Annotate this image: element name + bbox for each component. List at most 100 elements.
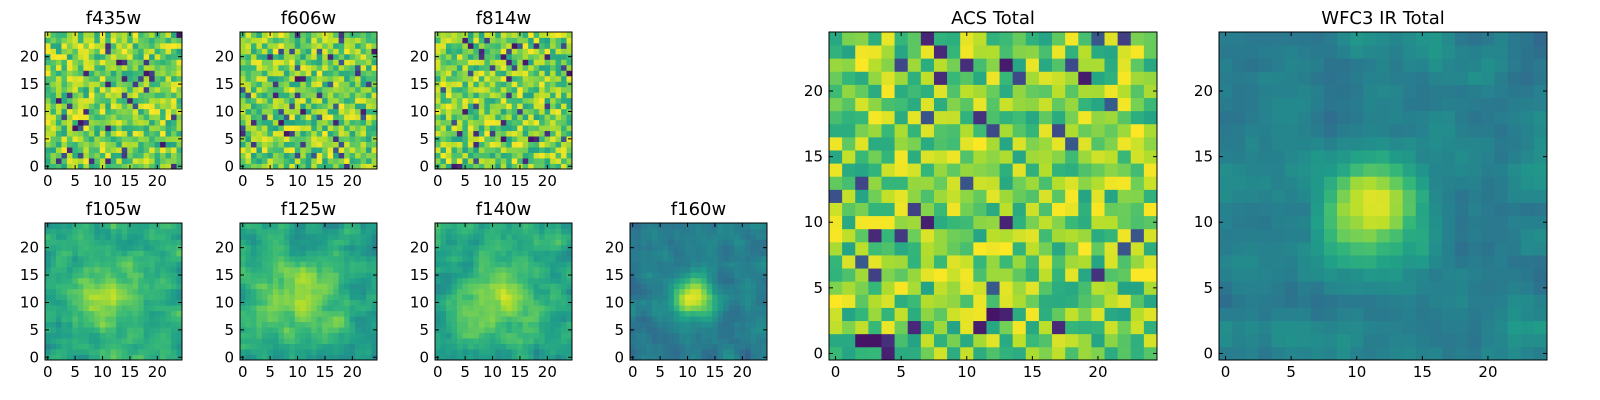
heatmap-cell [349, 64, 356, 71]
heatmap-cell [110, 299, 117, 306]
heatmap-cell [72, 158, 79, 164]
heatmap-cell [344, 327, 350, 333]
heatmap-cell [734, 277, 740, 284]
heatmap-cell [272, 349, 279, 355]
heatmap-cell [154, 283, 161, 290]
heatmap-cell [165, 316, 172, 323]
heatmap-cell [256, 92, 263, 99]
heatmap-cell [240, 42, 246, 49]
heatmap-cell [1078, 255, 1092, 269]
heatmap-cell [462, 349, 469, 355]
heatmap-cell [456, 75, 463, 82]
heatmap-cell [132, 343, 139, 350]
heatmap-cell [283, 223, 290, 229]
heatmap-cell [478, 233, 485, 240]
heatmap-cell [528, 130, 535, 137]
heatmap-cell [868, 228, 882, 243]
heatmap-cell [947, 307, 961, 322]
heatmap-cell [555, 239, 562, 246]
heatmap-cell [55, 228, 62, 235]
heatmap-cell [462, 327, 469, 333]
heatmap-cell [445, 294, 452, 301]
heatmap-cell [550, 294, 556, 301]
heatmap-cell [278, 92, 285, 99]
heatmap-cell [61, 75, 68, 82]
heatmap-cell [500, 338, 507, 344]
heatmap-cell [283, 266, 290, 273]
heatmap-cell [327, 152, 334, 159]
heatmap-cell [355, 266, 361, 273]
heatmap-cell [522, 32, 529, 38]
heatmap-cell [550, 97, 556, 104]
heatmap-cell [272, 141, 279, 148]
heatmap-cell [165, 244, 172, 251]
heatmap-cell [717, 233, 724, 240]
heatmap-cell [250, 37, 257, 44]
heatmap-cell [176, 223, 183, 229]
heatmap-cell [305, 42, 312, 49]
heatmap-cell [160, 147, 166, 153]
heatmap-cell [533, 332, 540, 339]
heatmap-cell [83, 321, 90, 328]
heatmap-cell [539, 119, 545, 126]
heatmap-cell [467, 163, 474, 170]
heatmap-cell [750, 332, 757, 339]
heatmap-cell [294, 108, 301, 115]
heatmap-cell [662, 299, 669, 306]
heatmap-cell [250, 70, 257, 77]
heatmap-cell [478, 32, 485, 38]
heatmap-cell [1038, 333, 1053, 348]
heatmap-cell [72, 239, 79, 246]
heatmap-cell [66, 288, 73, 295]
heatmap-cell [116, 343, 123, 350]
heatmap-cell [138, 244, 145, 251]
heatmap-cell [668, 310, 675, 317]
heatmap-cell [283, 272, 290, 279]
heatmap-cell [712, 250, 719, 257]
heatmap-cell [138, 261, 145, 268]
heatmap-cell [1130, 281, 1145, 295]
heatmap-cell [566, 64, 573, 71]
heatmap-cell [440, 255, 447, 262]
heatmap-cell [986, 202, 1000, 217]
heatmap-cell [728, 266, 735, 273]
heatmap-cell [77, 244, 84, 251]
heatmap-cell [544, 70, 551, 77]
heatmap-cell [171, 343, 177, 350]
heatmap-cell [478, 261, 485, 268]
heatmap-cell [517, 158, 524, 164]
heatmap-cell [539, 59, 545, 66]
heatmap-cell [154, 305, 161, 312]
heatmap-cell [717, 277, 724, 284]
heatmap-cell [333, 283, 340, 290]
heatmap-cell [855, 189, 869, 203]
heatmap-cell [435, 338, 441, 344]
heatmap-cell [1143, 294, 1158, 308]
heatmap-cell [143, 239, 150, 246]
heatmap-cell [561, 158, 567, 164]
heatmap-cell [555, 305, 562, 312]
heatmap-cell [272, 119, 279, 126]
heatmap-cell [684, 316, 691, 323]
heatmap-cell [94, 277, 101, 284]
heatmap-cell [99, 332, 106, 339]
heatmap-cell [66, 316, 73, 323]
heatmap-cell [121, 70, 128, 77]
heatmap-cell [267, 327, 274, 333]
heatmap-cell [149, 64, 155, 71]
heatmap-cell [121, 48, 128, 55]
heatmap-cell [316, 321, 323, 328]
heatmap-cell [154, 70, 161, 77]
heatmap-cell [679, 261, 686, 268]
heatmap-cell [973, 241, 987, 256]
heatmap-cell [528, 233, 535, 240]
heatmap-cell [539, 277, 545, 284]
heatmap-cell [495, 354, 502, 361]
heatmap-cell [1012, 189, 1027, 203]
heatmap-cell [555, 250, 562, 257]
heatmap-cell [160, 59, 166, 66]
heatmap-cell [646, 321, 653, 328]
heatmap-cell [349, 244, 356, 251]
heatmap-cell [473, 64, 480, 71]
